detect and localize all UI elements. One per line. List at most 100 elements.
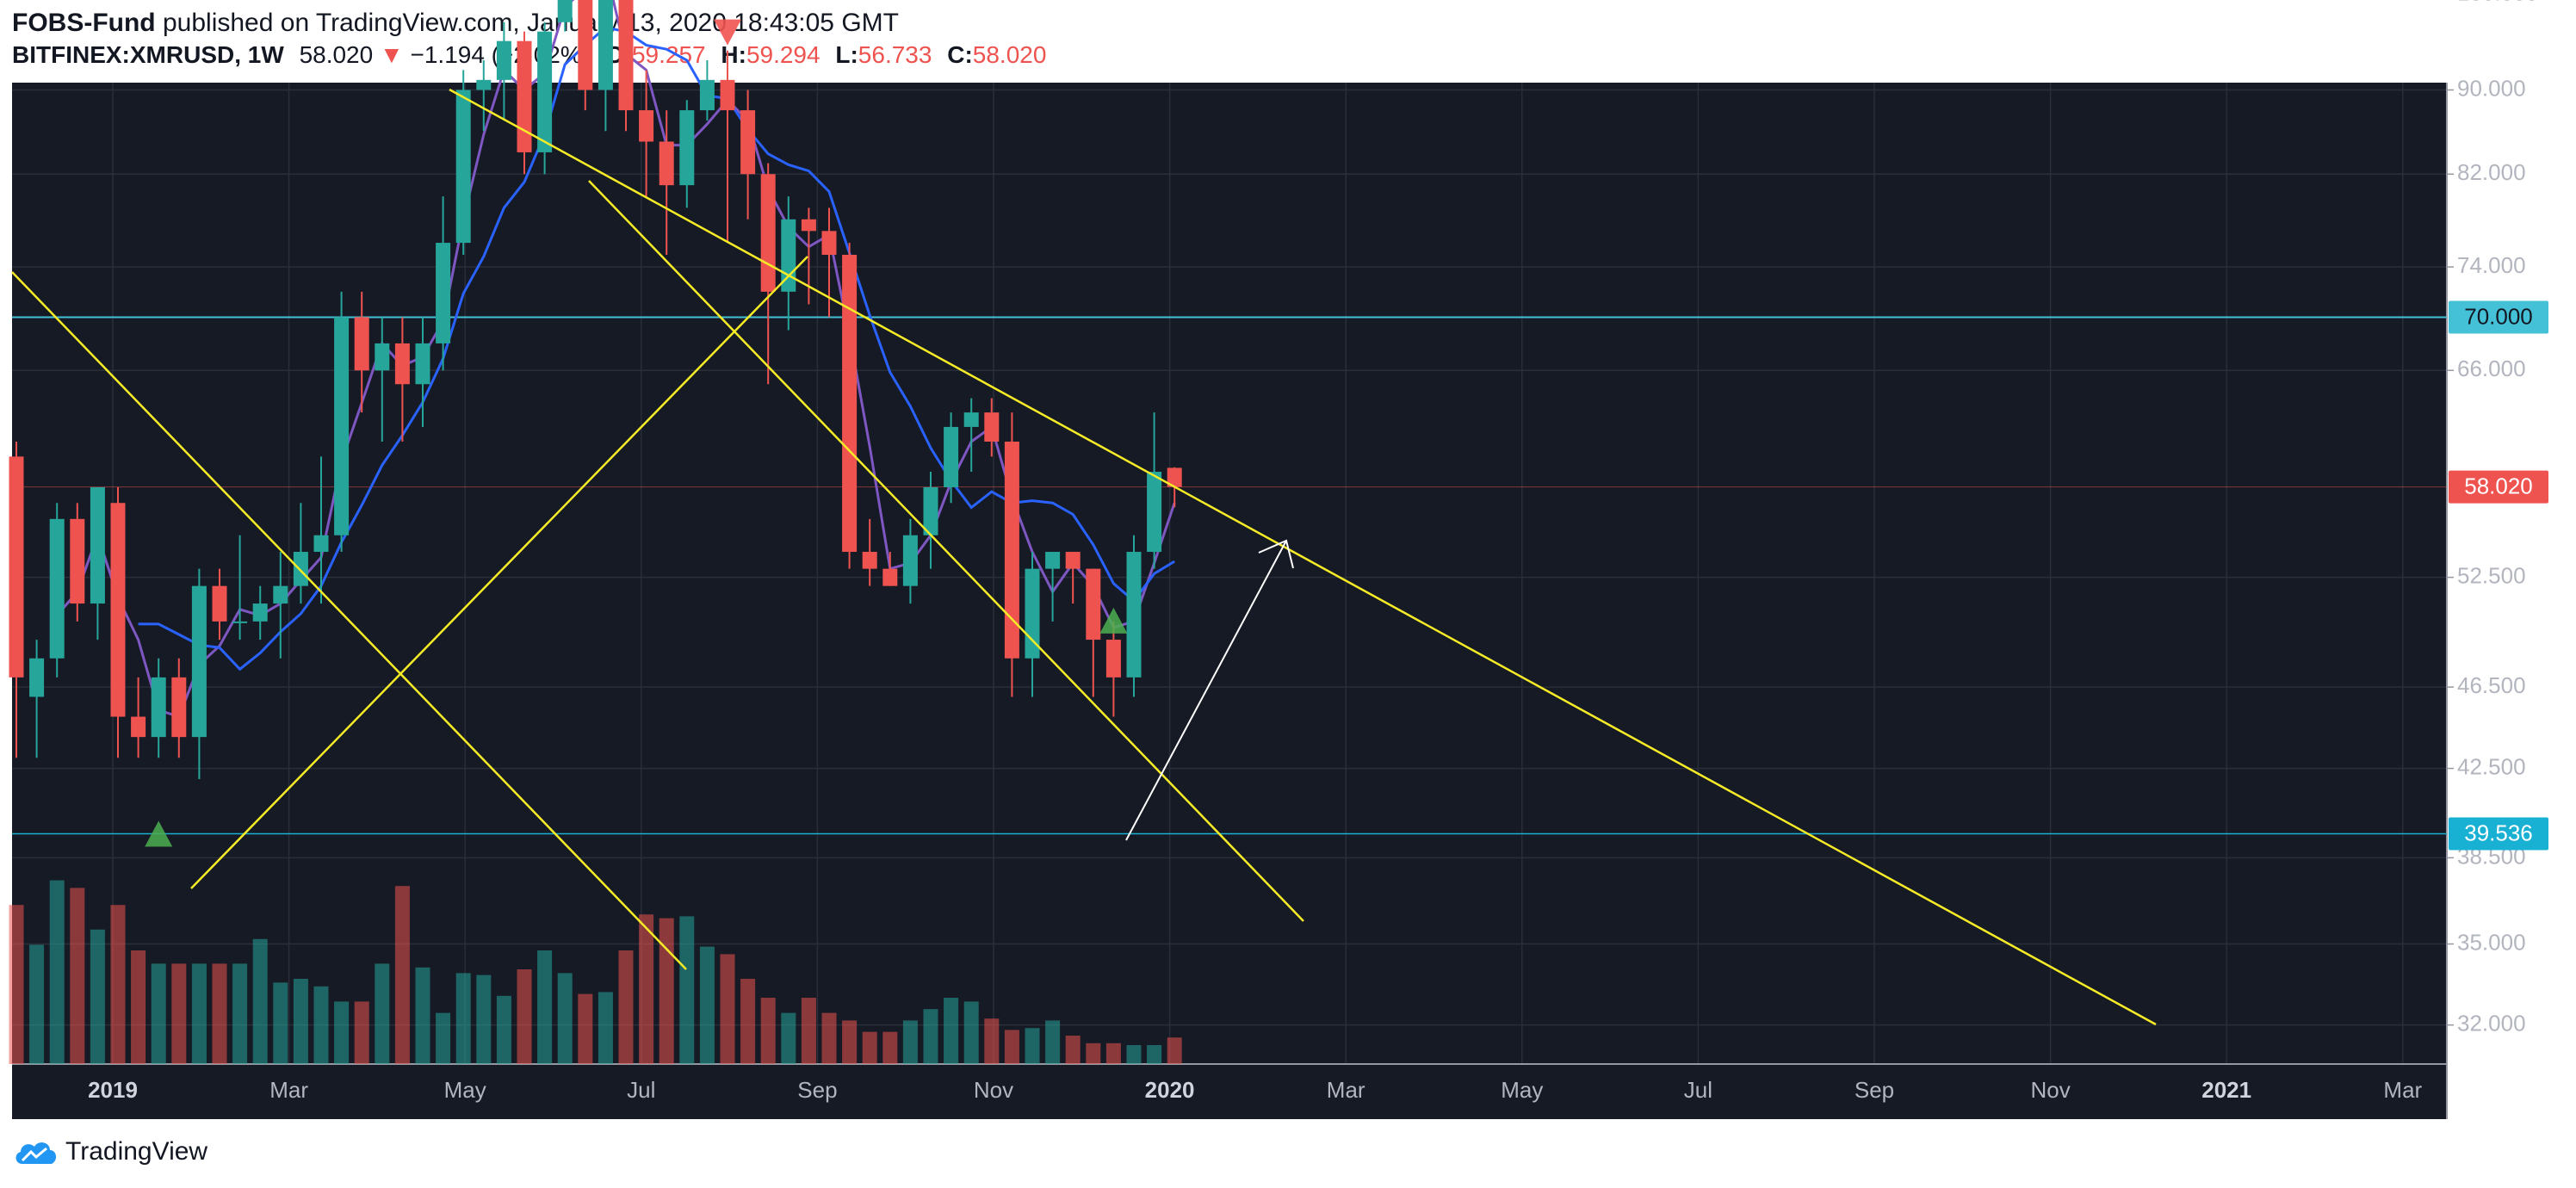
price-tick-label: 35.000 (2457, 929, 2526, 955)
tradingview-cloud-icon (15, 1142, 57, 1164)
candle-body[interactable] (171, 677, 187, 738)
candle-body[interactable] (1105, 640, 1121, 678)
candle-body[interactable] (1147, 472, 1162, 553)
candle-body[interactable] (354, 317, 369, 371)
candle-body[interactable] (699, 79, 715, 111)
candle-body[interactable] (334, 317, 350, 535)
volume-bar (415, 967, 430, 1064)
volume-bar (1105, 1043, 1121, 1064)
candle-body[interactable] (313, 535, 329, 553)
candle-body[interactable] (151, 677, 166, 738)
candle-body[interactable] (394, 343, 410, 385)
candle-body[interactable] (70, 518, 85, 604)
buy-signal-icon (145, 820, 173, 847)
volume-bar (496, 995, 511, 1064)
candle-body[interactable] (984, 412, 1000, 442)
candle-body[interactable] (659, 141, 674, 186)
candle-body[interactable] (517, 40, 532, 152)
candle-body[interactable] (1167, 467, 1182, 487)
publisher-name[interactable]: FOBS-Fund (12, 9, 156, 37)
candle-body[interactable] (842, 254, 858, 553)
price-tick-label: 90.000 (2457, 75, 2526, 101)
candle-body[interactable] (740, 110, 756, 175)
volume-bar (1147, 1045, 1162, 1064)
volume-bar (1004, 1030, 1019, 1064)
candle-body[interactable] (252, 603, 268, 622)
candle-body[interactable] (232, 621, 248, 623)
candle-body[interactable] (598, 0, 613, 90)
volume-bar (252, 938, 268, 1064)
volume-bar (557, 973, 573, 1064)
volume-bar (1065, 1036, 1081, 1064)
candle-body[interactable] (1065, 552, 1081, 569)
low-label: L: (835, 41, 858, 68)
candle-body[interactable] (191, 585, 207, 738)
time-tick-label: Mar (2383, 1077, 2422, 1103)
volume-bar (1025, 1028, 1040, 1064)
candle-body[interactable] (476, 79, 492, 90)
candle-body[interactable] (720, 79, 735, 111)
candle-body[interactable] (1086, 568, 1101, 640)
candle-body[interactable] (415, 343, 430, 385)
projection-arrowhead (1258, 539, 1294, 569)
close-value: 58.020 (972, 41, 1047, 68)
candle-body[interactable] (1126, 552, 1142, 678)
high-value: 59.294 (746, 41, 820, 68)
candle-body[interactable] (902, 535, 918, 586)
candle-body[interactable] (110, 503, 126, 717)
time-tick-label: Jul (1684, 1077, 1712, 1103)
price-label-badge (2449, 470, 2548, 504)
price-label-text: 70.000 (2464, 303, 2533, 329)
volume-bar (232, 963, 248, 1064)
time-tick-label: Mar (1327, 1077, 1365, 1103)
candle-body[interactable] (90, 486, 105, 604)
candle-body[interactable] (760, 174, 776, 292)
volume-bar (131, 950, 146, 1064)
candle-body[interactable] (455, 90, 471, 244)
candle-body[interactable] (1004, 441, 1019, 659)
tradingview-branding[interactable]: TradingView (12, 1135, 207, 1169)
candle-body[interactable] (9, 456, 24, 678)
candle-body[interactable] (537, 31, 553, 152)
trendline[interactable] (11, 271, 687, 970)
candle-body[interactable] (862, 552, 877, 569)
candle-body[interactable] (496, 40, 511, 80)
candle-body[interactable] (273, 585, 288, 604)
price-tick-label: 100.000 (2457, 0, 2538, 6)
candle-body[interactable] (131, 716, 146, 738)
candle-body[interactable] (639, 110, 654, 142)
candle-body[interactable] (49, 518, 65, 659)
candle-body[interactable] (618, 0, 634, 111)
candle-body[interactable] (963, 412, 979, 427)
candle-body[interactable] (436, 243, 451, 343)
volume-bar (70, 888, 85, 1064)
candle-body[interactable] (293, 552, 308, 586)
candle-body[interactable] (29, 658, 45, 697)
time-tick-label: May (444, 1077, 486, 1103)
volume-bar (618, 950, 634, 1064)
trendline[interactable] (190, 256, 808, 889)
candle-body[interactable] (679, 110, 695, 186)
high-label: H: (721, 41, 746, 68)
time-tick-label: 2021 (2201, 1077, 2251, 1103)
candle-body[interactable] (578, 0, 593, 90)
candle-body[interactable] (375, 343, 390, 371)
candle-body[interactable] (801, 219, 816, 232)
trendline[interactable] (449, 88, 2157, 1026)
change-arrow-icon: ▼ (379, 41, 404, 68)
candle-body[interactable] (923, 486, 938, 535)
candle-body[interactable] (882, 568, 898, 586)
candle-body[interactable] (557, 0, 573, 22)
volume-bar (659, 918, 674, 1064)
projection-arrow[interactable] (1125, 540, 1287, 841)
time-tick-label: May (1501, 1077, 1543, 1103)
symbol-name[interactable]: BITFINEX:XMRUSD, 1W (12, 41, 284, 68)
volume-bar (49, 880, 65, 1064)
candle-body[interactable] (1045, 552, 1061, 569)
candle-body[interactable] (821, 231, 837, 255)
candle-body[interactable] (212, 585, 227, 622)
trendline[interactable] (588, 180, 1304, 922)
candle-body[interactable] (944, 426, 959, 487)
volume-bar (455, 973, 471, 1064)
